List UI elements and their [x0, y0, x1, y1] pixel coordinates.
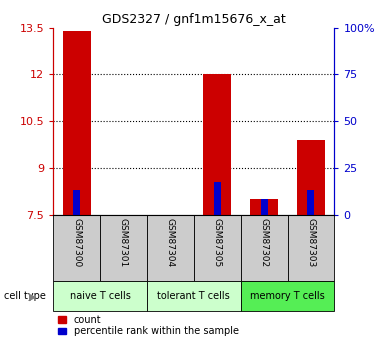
Bar: [100, 215, 147, 282]
Bar: [250, 199, 278, 215]
Bar: [297, 140, 325, 215]
Text: GSM87301: GSM87301: [119, 218, 128, 267]
Bar: [63, 31, 91, 215]
Bar: [307, 190, 315, 215]
Text: GSM87305: GSM87305: [213, 218, 222, 267]
Bar: [53, 215, 100, 282]
Bar: [214, 182, 221, 215]
Bar: [241, 282, 334, 312]
Text: GSM87303: GSM87303: [306, 218, 315, 267]
Text: GSM87300: GSM87300: [72, 218, 81, 267]
Title: GDS2327 / gnf1m15676_x_at: GDS2327 / gnf1m15676_x_at: [102, 13, 286, 27]
Bar: [241, 215, 288, 282]
Bar: [147, 282, 241, 312]
Legend: count, percentile rank within the sample: count, percentile rank within the sample: [58, 315, 239, 336]
Bar: [53, 282, 147, 312]
Bar: [194, 215, 241, 282]
Text: GSM87304: GSM87304: [166, 218, 175, 267]
Text: GSM87302: GSM87302: [260, 218, 269, 267]
Text: cell type: cell type: [4, 292, 46, 302]
Bar: [203, 75, 231, 215]
Text: memory T cells: memory T cells: [250, 292, 325, 302]
Text: naive T cells: naive T cells: [70, 292, 130, 302]
Bar: [147, 215, 194, 282]
Bar: [261, 199, 268, 215]
Bar: [73, 190, 80, 215]
Text: ▶: ▶: [28, 292, 36, 302]
Bar: [288, 215, 334, 282]
Text: tolerant T cells: tolerant T cells: [157, 292, 230, 302]
